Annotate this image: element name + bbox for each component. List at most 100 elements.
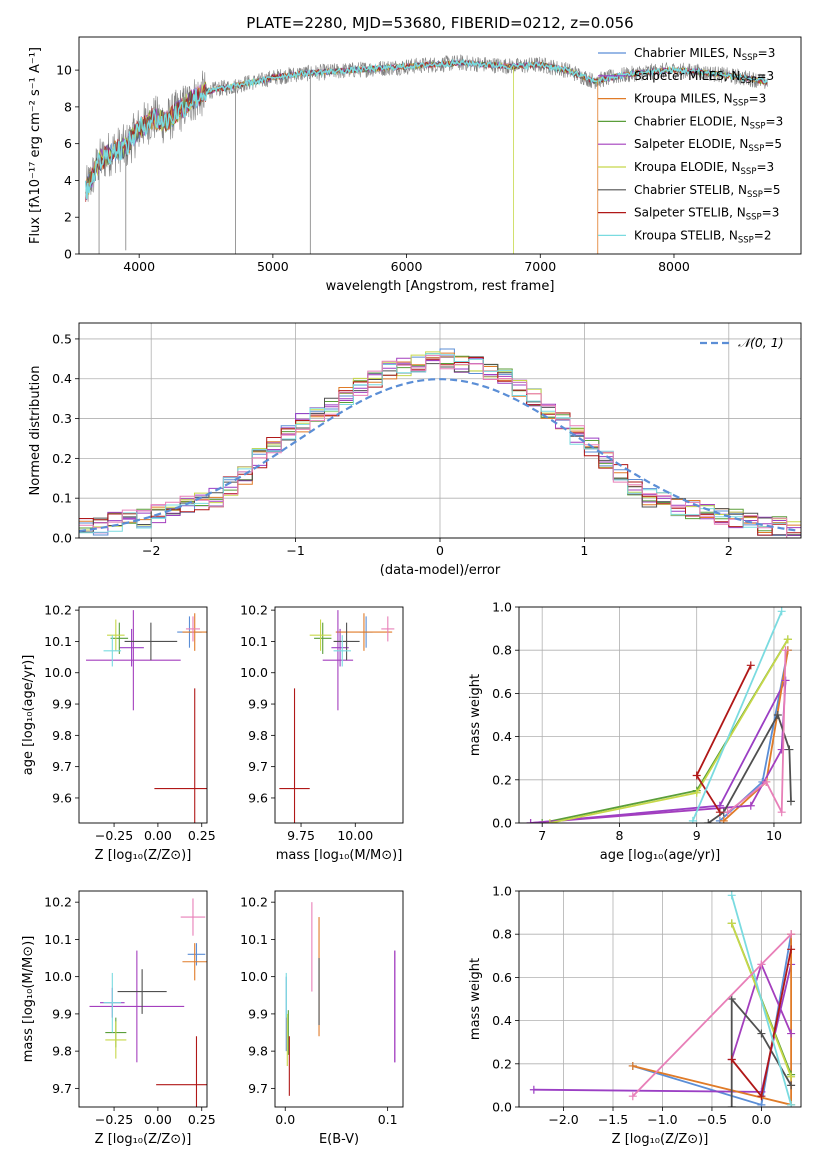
y-tick-label: 9.8 [52,728,72,743]
legend-value: =3 [756,160,774,174]
y-tick-label: 10.2 [44,895,72,910]
x-tick-label: 4000 [123,259,155,274]
axes-frame [274,890,404,1108]
weight-marker [786,797,795,806]
panel-spectrum: 4000 5000 6000 7000 8000 0 2 4 6 8 10 wavelength [A… [28,14,802,294]
y-tick-label: 8 [64,99,72,114]
weight-marker [757,1092,766,1101]
y-axis-label: mass [log₁₀(M/M⊙)] [21,936,36,1063]
plot-area-weight-vs-age [526,607,795,823]
weight-marker [787,945,796,954]
weight-marker [787,1100,796,1107]
y-tick-label: 1.0 [492,884,512,899]
plot-area-mass-vs-Z [89,898,207,1107]
weight-line [727,650,787,813]
weight-line [730,895,792,1106]
legend-subscript: SSP [738,235,754,245]
y-tick-label: 0.2 [492,1056,512,1071]
legend-subscript: SSP [733,99,749,109]
y-tick-label: 4 [64,173,72,188]
panel-residuals: −2 −1 0 1 2 0.0 0.1 0.2 0.3 0.4 0.5 (data-model)/er… [28,322,802,578]
y-tick-label: 0.2 [492,772,512,787]
axes-frame [78,890,208,1108]
x-tick-label: 0.00 [144,1112,172,1127]
x-tick-label: 0 [436,543,444,558]
legend-value: =3 [756,69,774,83]
legend-subscript: SSP [742,53,758,63]
axes-frame [78,322,802,539]
legend-entry: Kroupa MILES, NSSP=3 [634,92,766,109]
x-tick-label: 10 [766,828,782,843]
weight-marker [688,816,697,823]
weight-marker [538,819,547,823]
legend-value: =2 [754,228,772,242]
legend-subscript: SSP [750,121,766,131]
y-axis-label: mass weight [468,674,483,756]
y-tick-label: 9.9 [52,697,72,712]
weight-marker [777,607,786,616]
y-axis-label: age [log₁₀(age/yr)] [21,655,36,776]
y-tick-label: 0.4 [492,1013,512,1028]
chart-title: PLATE=2280, MJD=53680, FIBERID=0212, z=0… [246,14,633,32]
weight-marker [746,801,755,810]
y-tick-label: 0.6 [492,970,512,985]
weight-marker [545,819,554,823]
weight-marker [526,819,535,823]
x-tick-label: 5000 [257,259,289,274]
weight-marker [787,1072,796,1081]
x-tick-label: 0.0 [751,1112,771,1127]
x-tick-label: −1 [286,543,304,558]
y-tick-label: 9.9 [248,697,268,712]
panel-age-vs-mass: 9.75 10.00 9.6 9.7 9.8 9.9 10.0 10.1 10.2 mass [l… [240,603,404,863]
y-tick-label: 0.8 [492,643,512,658]
y-tick-label: 10.1 [240,634,268,649]
y-tick-label: 0.3 [52,411,72,426]
panel-weight-vs-Z: −2.0 −1.5 −1.0 −0.5 0.0 0.0 0.2 0.4 0.6 0.8 1.0 Z [… [468,884,802,1147]
y-tick-label: 9.6 [52,790,72,805]
weight-marker [777,808,786,817]
legend-entry: Kroupa ELODIE, NSSP=3 [634,160,774,177]
weight-marker [692,788,701,797]
weight-marker [787,1081,796,1090]
y-tick-label: 10.0 [44,969,72,984]
axes-frame [518,890,802,1108]
legend-subscript: SSP [741,76,757,86]
legend-value: =3 [749,92,767,106]
legend-value: =3 [766,114,784,128]
y-tick-label: 0.2 [52,451,72,466]
y-tick-label: 10.2 [44,603,72,618]
weight-marker [727,1103,736,1107]
legend-entry: Salpeter MILES, NSSP=3 [634,69,774,86]
y-axis-label: Flux [fλ10⁻¹⁷ erg cm⁻² s⁻¹ A⁻¹] [28,47,43,244]
y-tick-label: 0.0 [492,1100,512,1115]
gaussian-curve [79,378,799,533]
legend-value: =5 [763,183,781,197]
legend-subscript: SSP [741,167,757,177]
legend-entry: Chabrier MILES, NSSP=3 [634,46,775,63]
weight-marker [757,1100,766,1107]
y-tick-label: 0.0 [492,816,512,831]
x-axis-label: Z [log₁₀(Z/Z⊙)] [612,1132,709,1147]
panel-mass-vs-Z: −0.25 0.00 0.25 9.7 9.8 9.9 10.0 10.1 10.2 Z [log… [21,890,216,1147]
histogram-step [79,355,801,538]
weight-marker [781,646,790,655]
x-tick-label: 6000 [391,259,423,274]
legend-entry: Chabrier ELODIE, NSSP=3 [634,114,783,131]
y-tick-label: 10.2 [240,603,268,618]
legend-value: =3 [762,206,780,220]
plot-area-residuals [79,348,801,538]
weight-line [691,610,783,822]
y-tick-label: 10.1 [240,932,268,947]
panel-mass-vs-EBV: 0.0 0.1 9.7 9.8 9.9 10.0 10.1 10.2 E(B-V) [240,890,404,1147]
panel-age-vs-Z: −0.25 0.00 0.25 9.6 9.7 9.8 9.9 10.0 10.1 10.2 Z [… [21,603,216,863]
y-tick-label: 9.6 [248,790,268,805]
x-axis-label: wavelength [Angstrom, rest frame] [326,279,555,294]
weight-line [695,664,752,813]
y-tick-label: 0 [64,247,72,262]
weight-marker [715,808,724,817]
x-axis-label: E(B-V) [319,1132,359,1147]
x-tick-label: 1 [580,543,588,558]
legend-entry: Kroupa STELIB, NSSP=2 [634,228,772,245]
y-tick-label: 9.8 [52,1044,72,1059]
y-axis-label: Normed distribution [28,366,43,496]
